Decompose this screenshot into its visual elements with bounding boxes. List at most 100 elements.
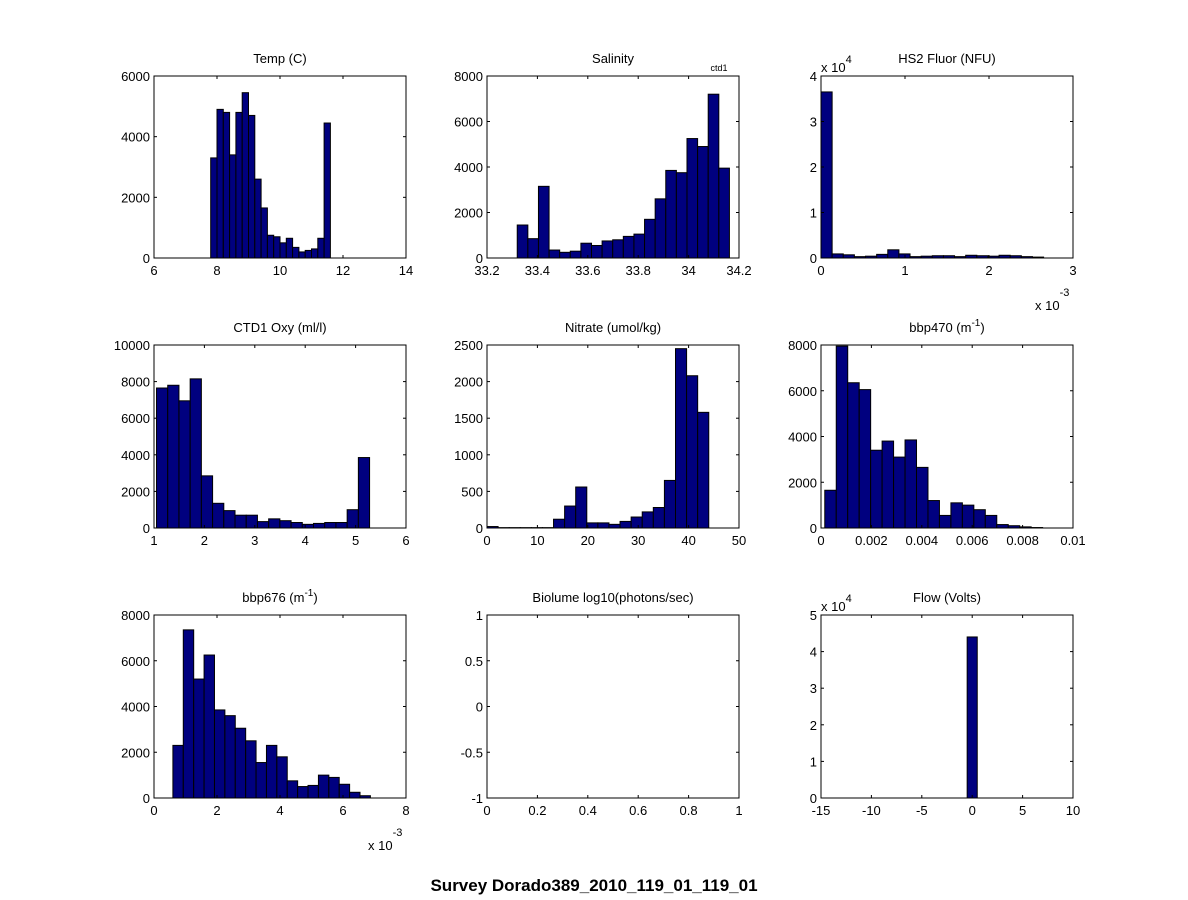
panel-title: Biolume log10(photons/sec) — [532, 590, 693, 605]
axes-box — [820, 614, 1074, 799]
panel-title: HS2 Fluor (NFU) — [898, 51, 996, 66]
histogram-panel-8: 0 0.2 0.4 0.6 0.8 1 -1 -0.5 0 0.5 1 Biolume log10(p… — [461, 590, 743, 818]
panel-title: Nitrate (umol/kg) — [565, 320, 661, 335]
histogram-bar — [223, 510, 236, 529]
histogram-bar — [222, 111, 231, 259]
y-tick-label: 6000 — [121, 411, 150, 426]
histogram-bar — [619, 520, 632, 529]
x-tick-label: 8 — [213, 263, 220, 278]
histogram-bar — [273, 236, 281, 259]
histogram-bar — [234, 514, 247, 529]
histogram-bar — [996, 524, 1009, 529]
histogram-bar — [167, 384, 180, 529]
y-tick-label: 4 — [810, 645, 817, 660]
histogram-bar — [290, 522, 303, 529]
histogram-bar — [707, 93, 720, 259]
histogram-bar — [548, 249, 561, 259]
x-tick-label: 1 — [735, 803, 742, 818]
histogram-bar — [824, 489, 837, 529]
y-tick-label: 2000 — [121, 484, 150, 499]
histogram-bar — [234, 727, 247, 799]
histogram-bar — [608, 523, 621, 529]
x-tick-label: 0.008 — [1006, 533, 1039, 548]
histogram-bar — [338, 783, 351, 799]
y-tick-label: 2000 — [454, 375, 483, 390]
histogram-bar — [297, 786, 309, 799]
axes-box — [153, 344, 407, 529]
histogram-panel-2: 33.2 33.4 33.6 33.8 34 34.2 0 2000 4000 6000 8000 S… — [454, 51, 752, 278]
histogram-bar — [652, 507, 665, 529]
figure-title: Survey Dorado389_2010_119_01_119_01 — [430, 876, 758, 895]
histogram-bar — [298, 251, 306, 259]
histogram-bar — [193, 678, 205, 799]
y-tick-label: 8000 — [788, 338, 817, 353]
histogram-bar — [718, 167, 730, 259]
histogram-bar — [831, 253, 844, 259]
y-tick-label: 4 — [810, 69, 817, 84]
histogram-bar — [984, 514, 998, 529]
panel-title: CTD1 Oxy (ml/l) — [233, 320, 326, 335]
histogram-bar — [245, 514, 258, 529]
histogram-bar — [311, 248, 319, 259]
x-tick-label: -5 — [916, 803, 928, 818]
x-tick-label: 0.8 — [680, 803, 698, 818]
histogram-bar — [663, 479, 676, 529]
histogram-bar — [612, 239, 624, 259]
y-tick-label: 4000 — [121, 700, 150, 715]
histogram-bar — [182, 629, 195, 799]
y-tick-label: 4000 — [788, 430, 817, 445]
y-tick-label: 10000 — [114, 338, 150, 353]
y-tick-label: 0 — [810, 251, 817, 266]
x-tick-label: 4 — [302, 533, 309, 548]
histogram-bar — [317, 237, 325, 259]
histogram-bar — [200, 475, 214, 529]
histogram-bar — [591, 244, 603, 259]
x-tick-label: 2 — [985, 263, 992, 278]
histogram-bar — [575, 486, 588, 529]
y-tick-label: 0 — [476, 700, 483, 715]
panel-title: Temp (C) — [253, 51, 306, 66]
x-tick-label: 0.006 — [956, 533, 989, 548]
histogram-bar — [887, 249, 900, 259]
x-tick-label: 0.01 — [1060, 533, 1085, 548]
histogram-bar — [893, 456, 906, 529]
y-tick-label: 2000 — [788, 475, 817, 490]
y-tick-label: 1 — [810, 206, 817, 221]
y-tick-label: 4000 — [454, 160, 483, 175]
histogram-bar — [569, 250, 582, 259]
histogram-bar — [346, 509, 359, 529]
histogram-panel-1: 6 8 10 12 14 0 2000 4000 6000 Temp (C) — [121, 51, 413, 278]
y-tick-label: 0 — [476, 251, 483, 266]
axes-box — [486, 344, 740, 529]
y-exponent-label: x 104 — [821, 54, 852, 75]
panel-title: bbp470 (m-1) — [909, 318, 984, 335]
axes-box — [153, 75, 407, 259]
x-tick-label: -10 — [862, 803, 881, 818]
histogram-bar — [597, 522, 610, 529]
y-tick-label: 0 — [810, 791, 817, 806]
histogram-bar — [285, 237, 294, 259]
histogram-bar — [641, 511, 654, 529]
x-tick-label: 10 — [273, 263, 287, 278]
histogram-bar — [675, 172, 688, 259]
x-tick-label: 14 — [399, 263, 413, 278]
histogram-bar — [697, 411, 710, 529]
x-tick-label: 0.004 — [906, 533, 939, 548]
histogram-bar — [203, 654, 215, 799]
x-tick-label: 33.4 — [525, 263, 550, 278]
histogram-bar — [268, 518, 281, 529]
y-tick-label: 4000 — [121, 448, 150, 463]
histogram-panel-7: 0 2 4 6 8 0 2000 4000 6000 8000 bbp676 (m-1) x 10-3 — [121, 588, 410, 853]
y-tick-label: 3 — [810, 115, 817, 130]
histogram-bar — [950, 502, 963, 529]
histogram-bar — [697, 146, 709, 259]
histogram-bar — [586, 522, 599, 529]
x-tick-label: 0 — [817, 533, 824, 548]
x-tick-label: 8 — [402, 803, 409, 818]
histogram-bar — [248, 114, 256, 259]
histogram-bar — [216, 108, 224, 259]
histogram-bar — [876, 253, 889, 259]
histogram-bar — [516, 224, 529, 259]
